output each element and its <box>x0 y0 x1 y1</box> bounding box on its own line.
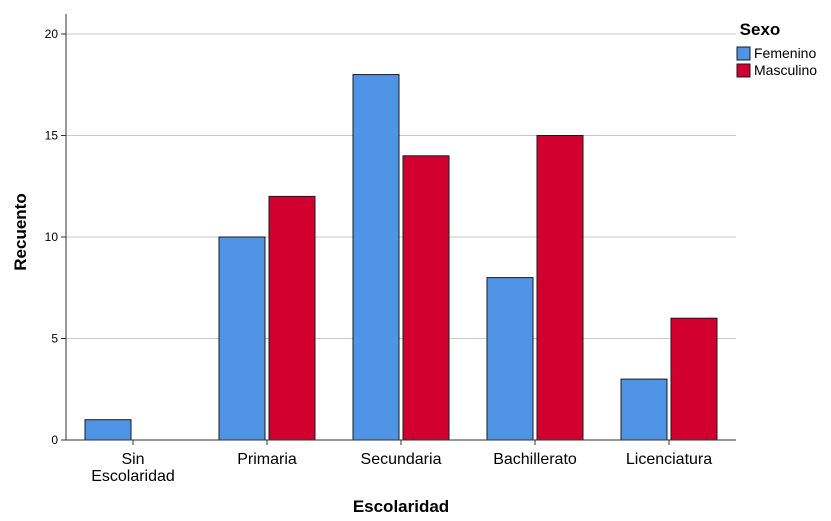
x-tick-label: Secundaria <box>361 451 442 468</box>
bars <box>84 74 718 441</box>
bar-masculino <box>402 155 450 441</box>
axes: 0 5 10 15 20 Sin Escolaridad Primaria Secundaria… <box>45 14 736 485</box>
legend-swatch-femenino <box>736 46 751 61</box>
bar-masculino <box>268 195 316 441</box>
legend-label-femenino: Femenino <box>754 45 816 61</box>
bar-masculino <box>670 317 718 441</box>
legend-title: Sexo <box>740 20 781 39</box>
x-tick-label: Licenciatura <box>626 451 712 468</box>
bar-masculino <box>536 135 584 441</box>
y-tick-label: 20 <box>45 27 59 41</box>
y-tick-label: 5 <box>51 332 58 346</box>
legend-label-masculino: Masculino <box>754 62 817 78</box>
x-axis-title: Escolaridad <box>353 497 449 516</box>
x-tick-label: Primaria <box>237 451 297 468</box>
bar-femenino <box>620 378 668 441</box>
y-axis-title: Recuento <box>11 193 30 270</box>
bar-femenino <box>486 277 534 441</box>
y-tick-label: 15 <box>45 129 59 143</box>
bar-femenino <box>218 236 266 441</box>
legend-swatch-masculino <box>736 63 751 78</box>
y-tick-label: 0 <box>51 433 58 447</box>
y-tick-label: 10 <box>45 230 59 244</box>
bar-femenino <box>352 74 400 441</box>
bar-femenino <box>84 419 132 441</box>
x-tick-label: Sin Escolaridad <box>91 451 175 485</box>
x-tick-label: Bachillerato <box>493 451 577 468</box>
gridlines <box>66 33 736 339</box>
